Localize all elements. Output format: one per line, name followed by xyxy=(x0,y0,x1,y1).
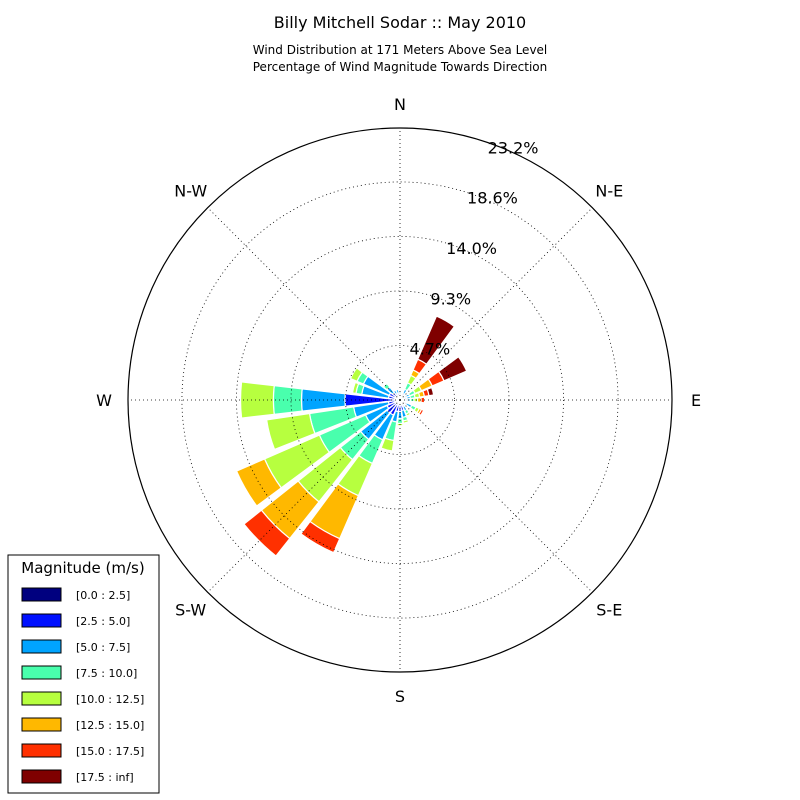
legend-swatch-5 xyxy=(21,717,62,732)
legend-label-7: [17.5 : inf] xyxy=(76,771,134,784)
bar-180-bin-3 xyxy=(396,417,404,425)
legend-swatch-2 xyxy=(21,639,62,654)
grid-spoke-1 xyxy=(399,207,593,401)
legend-swatch-3 xyxy=(21,665,62,680)
bar-300-bin-4 xyxy=(349,367,364,383)
bar-270-bin-4 xyxy=(239,381,275,419)
chart-title: Billy Mitchell Sodar :: May 2010 xyxy=(274,13,526,32)
bar-195-bin-4 xyxy=(380,437,395,452)
legend-swatch-1 xyxy=(21,613,62,628)
legend-swatch-0 xyxy=(21,587,62,602)
grid-ring-0 xyxy=(345,345,455,455)
legend-label-2: [5.0 : 7.5] xyxy=(76,641,130,654)
radial-tick-label-4: 23.2% xyxy=(488,139,539,158)
direction-label-s-e: S-E xyxy=(596,600,622,619)
grid-spoke-3 xyxy=(399,399,593,593)
legend-swatch-6 xyxy=(21,743,62,758)
direction-label-n-e: N-E xyxy=(595,182,623,201)
bar-60-bin-7 xyxy=(437,355,468,382)
polar-frame xyxy=(127,127,673,673)
radial-tick-label-2: 14.0% xyxy=(446,239,497,258)
legend-label-5: [12.5 : 15.0] xyxy=(76,719,144,732)
legend-items: [0.0 : 2.5] [2.5 : 5.0] [5.0 : 7.5] [7.5 : … xyxy=(21,587,144,784)
grid-ring-1 xyxy=(290,290,510,510)
radial-tick-label-3: 18.6% xyxy=(467,189,518,208)
legend-label-1: [2.5 : 5.0] xyxy=(76,615,130,628)
bar-345-bin-2 xyxy=(395,388,400,395)
bar-150-bin-4 xyxy=(405,411,412,417)
bar-165-bin-4 xyxy=(402,418,410,424)
legend: Magnitude (m/s) [0.0 : 2.5] [2.5 : 5.0] [5… xyxy=(7,554,160,794)
outer-circle xyxy=(127,127,673,673)
legend-label-3: [7.5 : 10.0] xyxy=(76,667,137,680)
legend-title: Magnitude (m/s) xyxy=(21,559,144,577)
grid-ring-3 xyxy=(181,181,619,619)
direction-label-n: N xyxy=(394,95,406,114)
legend-label-6: [15.0 : 17.5] xyxy=(76,745,144,758)
bar-285-bin-4 xyxy=(351,381,360,395)
grid-ring-2 xyxy=(236,236,564,564)
direction-label-w: W xyxy=(96,391,112,410)
bar-255-bin-4 xyxy=(265,412,316,451)
legend-swatch-4 xyxy=(21,691,62,706)
legend-swatch-7 xyxy=(21,769,62,784)
bar-210-bin-6 xyxy=(300,520,341,554)
direction-label-n-w: N-W xyxy=(174,182,207,201)
direction-label-e: E xyxy=(691,391,701,410)
bar-120-bin-6 xyxy=(418,408,425,417)
legend-label-4: [10.0 : 12.5] xyxy=(76,693,144,706)
bar-240-bin-5 xyxy=(235,458,283,507)
radial-tick-labels: 4.7% 9.3% 14.0% 18.6% 23.2% xyxy=(410,139,539,359)
direction-label-s: S xyxy=(395,687,405,706)
polar-grid xyxy=(128,128,672,672)
radial-tick-label-1: 9.3% xyxy=(430,289,471,308)
legend-label-0: [0.0 : 2.5] xyxy=(76,589,130,602)
chart-subtitle-line-1: Wind Distribution at 171 Meters Above Se… xyxy=(253,43,548,57)
grid-spoke-5 xyxy=(207,399,401,593)
bar-75-bin-7 xyxy=(426,386,435,397)
radial-tick-label-0: 4.7% xyxy=(410,340,451,359)
direction-labels: N N-E E S-E S S-W W N-W xyxy=(96,95,701,706)
bar-90-bin-6 xyxy=(420,396,426,404)
chart-subtitle-line-2: Percentage of Wind Magnitude Towards Dir… xyxy=(253,60,547,74)
grid-spoke-7 xyxy=(207,207,401,401)
direction-label-s-w: S-W xyxy=(175,600,206,619)
